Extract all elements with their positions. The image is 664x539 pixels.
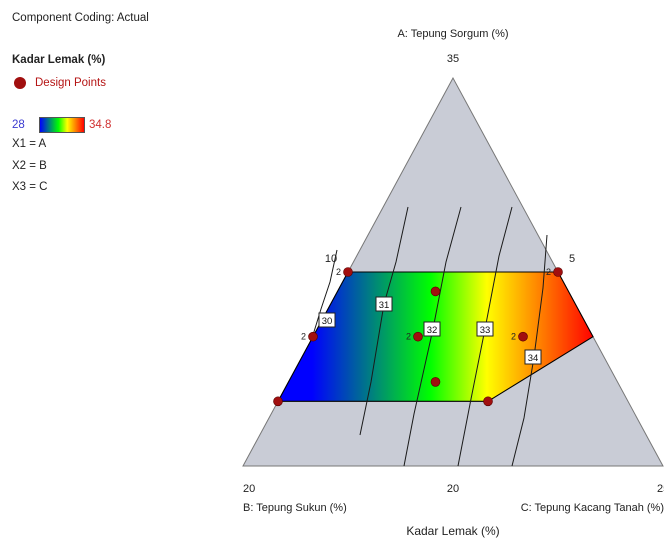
component-a-label: A: Tepung Sorgum (%) — [397, 28, 508, 40]
component-coding-label: Component Coding: Actual — [12, 12, 149, 24]
design-points-legend: Design Points — [12, 76, 106, 90]
design-point — [483, 396, 493, 407]
corner-a-label: 35 — [447, 53, 459, 65]
contour-label-30: 30 — [318, 312, 336, 328]
contour-label-34: 34 — [524, 349, 542, 365]
contour-label-text: 33 — [480, 325, 491, 336]
mapping-x1: X1 = A — [12, 138, 47, 150]
contour-label-box — [524, 349, 542, 365]
component-c-label: C: Tepung Kacang Tanah (%) — [521, 502, 664, 514]
contour-label-box — [318, 312, 336, 328]
contour-label-text: 30 — [322, 316, 333, 327]
design-point — [343, 267, 353, 277]
edge-a-10-label: 10 — [325, 253, 337, 265]
component-b-label: B: Tepung Sukun (%) — [243, 502, 347, 514]
design-point-replicate-label: 2 — [301, 332, 306, 342]
contour-label-box — [476, 321, 494, 337]
design-point — [413, 331, 423, 342]
design-points-legend-label: Design Points — [35, 77, 106, 89]
design-point-replicate-label: 2 — [511, 332, 516, 342]
color-scale-bar — [39, 117, 85, 133]
design-point-replicate-label: 2 — [546, 267, 551, 277]
design-point — [518, 331, 528, 342]
x-axis-title: Kadar Lemak (%) — [406, 524, 499, 538]
color-scale-max: 34.8 — [89, 119, 112, 131]
design-point-replicate-label: 2 — [336, 267, 341, 277]
mapping-x2: X2 = B — [12, 160, 47, 172]
contour-label-32: 32 — [423, 321, 441, 337]
contour-label-box — [375, 296, 393, 312]
contour-label-text: 34 — [528, 353, 539, 364]
contour-label-text: 32 — [427, 325, 438, 336]
corner-b-label: 20 — [243, 483, 255, 495]
edge-a-5-label: 5 — [569, 253, 575, 265]
contour-line-30 — [312, 249, 338, 336]
response-title: Kadar Lemak (%) — [12, 54, 106, 66]
design-point-marker-icon — [14, 77, 26, 89]
design-point — [430, 286, 441, 297]
contour-label-box — [423, 321, 441, 337]
corner-c-label: 25 — [657, 483, 664, 495]
design-point — [308, 331, 318, 342]
contour-label-33: 33 — [476, 321, 494, 337]
design-point — [430, 377, 441, 387]
design-point-replicate-label: 2 — [406, 332, 411, 342]
mapping-x3: X3 = C — [12, 181, 48, 193]
edge-bc-20-label: 20 — [447, 483, 459, 495]
design-point — [553, 267, 563, 277]
contour-label-text: 31 — [379, 300, 390, 311]
design-point — [273, 396, 283, 407]
color-scale-min: 28 — [12, 119, 25, 131]
contour-label-31: 31 — [375, 296, 393, 312]
